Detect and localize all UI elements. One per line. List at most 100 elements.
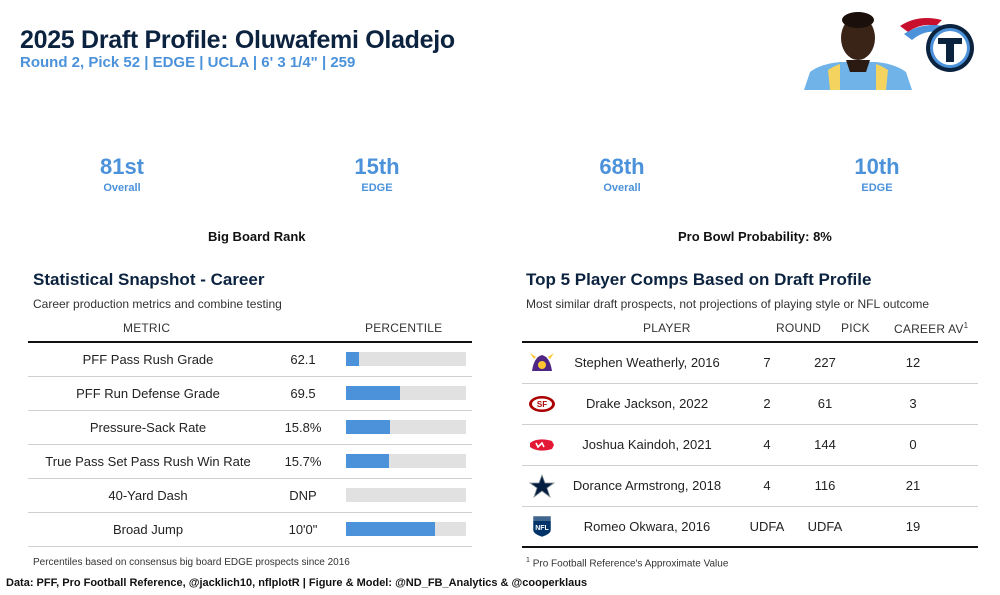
comp-pick: 227 (802, 341, 848, 384)
comp-row: Dorance Armstrong, 2018 4 116 21 (522, 465, 978, 507)
stats-section-title: Statistical Snapshot - Career (33, 270, 265, 289)
comps-section-title: Top 5 Player Comps Based on Draft Profil… (526, 270, 872, 289)
comp-round: 2 (732, 383, 802, 425)
stats-row: Pressure-Sack Rate 15.8% (28, 410, 472, 445)
titans-logo-icon (900, 18, 974, 72)
pro-bowl-caption: Pro Bowl Probability: 8% (678, 229, 832, 244)
comp-pick: 116 (802, 465, 848, 507)
percentile-cell (338, 341, 472, 377)
comp-row: Stephen Weatherly, 2016 7 227 12 (522, 341, 978, 384)
metric-name: True Pass Set Pass Rush Win Rate (28, 444, 268, 479)
comp-round: 7 (732, 341, 802, 384)
vikings-logo-icon (522, 341, 562, 384)
comps-section-subtitle: Most similar draft prospects, not projec… (526, 297, 930, 311)
comp-row: Joshua Kaindoh, 2021 4 144 0 (522, 424, 978, 466)
percentile-cell (338, 478, 472, 513)
percentile-bar-fill (346, 522, 435, 536)
percentile-bar-track (346, 352, 466, 367)
metric-value: 62.1 (268, 341, 338, 377)
comp-round: UDFA (732, 506, 802, 548)
big-board-overall-label: Overall (103, 182, 141, 194)
stats-row: True Pass Set Pass Rush Win Rate 15.7% (28, 444, 472, 479)
stats-section-subtitle: Career production metrics and combine te… (33, 297, 282, 311)
percentile-cell (338, 376, 472, 411)
stats-row: 40-Yard Dash DNP (28, 478, 472, 513)
percentile-bar-track (346, 488, 466, 502)
percentile-bar-fill (346, 454, 390, 468)
big-board-edge-rank: 15th (354, 154, 400, 179)
round-column-header: ROUND (776, 321, 821, 335)
metric-value: 69.5 (268, 376, 338, 411)
comps-footnote-mark: 1 (526, 557, 530, 564)
comp-player-name: Drake Jackson, 2022 (562, 383, 732, 425)
comp-pick: 144 (802, 424, 848, 466)
chiefs-logo-icon (522, 424, 562, 466)
metric-value: 10'0" (268, 512, 338, 547)
metric-name: PFF Run Defense Grade (28, 376, 268, 411)
career-av-header-label: CAREER AV (894, 322, 964, 336)
comp-career-av: 21 (848, 465, 978, 507)
metric-name: 40-Yard Dash (28, 478, 268, 513)
stats-footnote: Percentiles based on consensus big board… (33, 557, 350, 568)
player-column-header: PLAYER (643, 321, 691, 335)
comp-career-av: 12 (848, 341, 978, 384)
player-headshot-image (804, 12, 912, 90)
pro-bowl-overall-label: Overall (603, 182, 641, 194)
metric-name: Broad Jump (28, 512, 268, 547)
comp-career-av: 0 (848, 424, 978, 466)
49ers-logo-icon: SF (522, 383, 562, 425)
percentile-bar-track (346, 420, 466, 434)
percentile-cell (338, 512, 472, 547)
page-title: 2025 Draft Profile: Oluwafemi Oladejo (20, 26, 455, 54)
stats-row: Broad Jump 10'0" (28, 512, 472, 547)
stats-row: PFF Run Defense Grade 69.5 (28, 376, 472, 411)
stats-row: PFF Pass Rush Grade 62.1 (28, 341, 472, 377)
svg-text:SF: SF (537, 400, 547, 409)
percentile-bar-fill (346, 352, 360, 367)
career-av-footnote-mark: 1 (963, 321, 969, 330)
cowboys-logo-icon (522, 465, 562, 507)
pro-bowl-edge-rank: 10th (854, 154, 900, 179)
nfl-logo-icon: NFL (522, 506, 562, 548)
comp-player-name: Stephen Weatherly, 2016 (562, 341, 732, 384)
comp-row: NFL Romeo Okwara, 2016 UDFA UDFA 19 (522, 506, 978, 548)
metric-value: DNP (268, 478, 338, 513)
comp-row: SF Drake Jackson, 2022 2 61 3 (522, 383, 978, 425)
percentile-column-header: PERCENTILE (365, 321, 443, 335)
comps-footnote-text: Pro Football Reference's Approximate Val… (532, 558, 729, 570)
metric-value: 15.8% (268, 410, 338, 445)
comp-round: 4 (732, 424, 802, 466)
percentile-bar-fill (346, 420, 391, 434)
big-board-caption: Big Board Rank (208, 229, 306, 244)
comp-career-av: 19 (848, 506, 978, 548)
pick-column-header: PICK (841, 321, 870, 335)
percentile-cell (338, 410, 472, 445)
metric-value: 15.7% (268, 444, 338, 479)
metric-name: Pressure-Sack Rate (28, 410, 268, 445)
big-board-overall-ring (64, 118, 180, 234)
page-subtitle: Round 2, Pick 52 | EDGE | UCLA | 6' 3 1/… (20, 54, 356, 71)
percentile-bar-track (346, 522, 466, 536)
big-board-overall-rank: 81st (99, 154, 145, 179)
svg-text:NFL: NFL (535, 525, 549, 532)
pro-bowl-overall-rank: 68th (599, 154, 645, 179)
comp-player-name: Joshua Kaindoh, 2021 (562, 424, 732, 466)
comp-player-name: Romeo Okwara, 2016 (562, 506, 732, 548)
stats-table: PFF Pass Rush Grade 62.1 PFF Run Defense G… (28, 341, 472, 547)
percentile-bar-track (346, 454, 466, 468)
percentile-bar-fill (346, 386, 400, 400)
comp-round: 4 (732, 465, 802, 507)
percentile-cell (338, 444, 472, 479)
percentile-bar-track (346, 386, 466, 400)
career-av-column-header: CAREER AV1 (894, 321, 968, 336)
comp-pick: UDFA (802, 506, 848, 548)
comp-pick: 61 (802, 383, 848, 425)
comp-career-av: 3 (848, 383, 978, 425)
metric-column-header: METRIC (123, 321, 171, 335)
big-board-edge-label: EDGE (361, 182, 393, 194)
comps-table: Stephen Weatherly, 2016 7 227 12 SF Drake Jac… (522, 341, 978, 548)
comps-footnote: 1 Pro Football Reference's Approximate V… (526, 557, 728, 569)
comp-player-name: Dorance Armstrong, 2018 (562, 465, 732, 507)
data-credit: Data: PFF, Pro Football Reference, @jack… (6, 577, 588, 589)
pro-bowl-edge-label: EDGE (861, 182, 893, 194)
